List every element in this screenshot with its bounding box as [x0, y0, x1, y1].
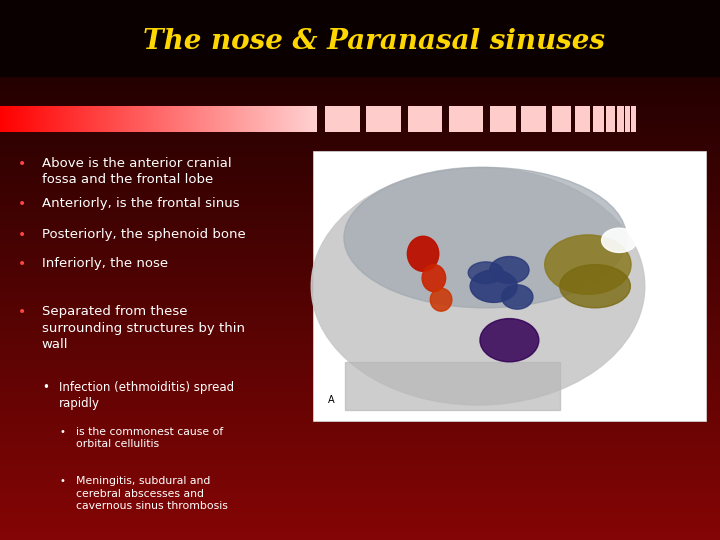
Ellipse shape [602, 228, 637, 252]
Bar [617, 106, 624, 132]
Text: Posteriorly, the sphenoid bone: Posteriorly, the sphenoid bone [42, 228, 246, 241]
Ellipse shape [431, 288, 452, 311]
Ellipse shape [502, 285, 533, 309]
Text: •: • [59, 427, 65, 437]
Text: •: • [18, 197, 26, 211]
Text: is the commonest cause of
orbital cellulitis: is the commonest cause of orbital cellul… [76, 427, 223, 449]
Bar [552, 106, 571, 132]
Bar [490, 106, 516, 132]
Text: •: • [18, 305, 26, 319]
Bar [325, 106, 360, 132]
Ellipse shape [422, 265, 446, 292]
Bar [575, 106, 590, 132]
Bar [408, 106, 442, 132]
Ellipse shape [470, 270, 517, 302]
Bar [593, 106, 604, 132]
Text: The nose & Paranasal sinuses: The nose & Paranasal sinuses [143, 28, 606, 55]
Bar [625, 106, 630, 132]
Bar [606, 106, 615, 132]
Ellipse shape [490, 256, 529, 284]
Bar [313, 151, 706, 421]
Text: •: • [18, 257, 26, 271]
Text: Anteriorly, is the frontal sinus: Anteriorly, is the frontal sinus [42, 197, 239, 210]
Bar [345, 362, 560, 410]
Ellipse shape [480, 319, 539, 362]
Text: Separated from these
surrounding structures by thin
wall: Separated from these surrounding structu… [42, 305, 245, 351]
Text: Above is the anterior cranial
fossa and the frontal lobe: Above is the anterior cranial fossa and … [42, 157, 231, 186]
Ellipse shape [344, 167, 626, 308]
Text: A: A [328, 395, 334, 405]
Bar [449, 106, 483, 132]
Text: Infection (ethmoiditis) spread
rapidly: Infection (ethmoiditis) spread rapidly [59, 381, 234, 410]
Text: •: • [18, 157, 26, 171]
Bar [366, 106, 401, 132]
Text: •: • [42, 381, 49, 394]
Ellipse shape [545, 235, 631, 294]
Text: Inferiorly, the nose: Inferiorly, the nose [42, 257, 168, 270]
Ellipse shape [559, 265, 631, 308]
Bar [631, 106, 636, 132]
Ellipse shape [408, 237, 438, 271]
Ellipse shape [311, 167, 645, 405]
Bar [521, 106, 546, 132]
Ellipse shape [468, 262, 503, 284]
Text: Meningitis, subdural and
cerebral abscesses and
cavernous sinus thrombosis: Meningitis, subdural and cerebral absces… [76, 476, 228, 511]
Text: •: • [59, 476, 65, 487]
Text: •: • [18, 228, 26, 242]
Bar [0, 0, 720, 76]
